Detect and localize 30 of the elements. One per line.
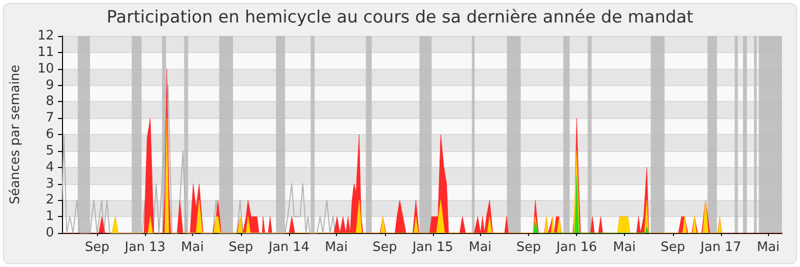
x-tick-label: Sep (660, 240, 686, 255)
x-tick-label: Sep (84, 240, 110, 255)
y-tick-label: 8 (46, 94, 54, 110)
y-axis-title: Séances par semaine (8, 64, 23, 204)
y-tick-label: 6 (46, 127, 54, 142)
y-tick-label: 4 (46, 160, 54, 175)
y-tick-label: 2 (46, 192, 54, 208)
x-tick-label: Mai (612, 240, 636, 255)
x-tick-label: Jan 15 (411, 240, 454, 255)
x-tick-label: Mai (468, 240, 492, 255)
x-tick-label: Sep (228, 240, 254, 255)
x-tick-label: Jan 17 (700, 240, 742, 255)
y-tick-label: 9 (46, 78, 54, 93)
chart-title: Participation en hemicycle au cours de sa dernière année de mandat (106, 8, 694, 28)
x-tick-label: Mai (181, 240, 204, 255)
y-tick-label: 0 (46, 226, 54, 240)
y-tick-label: 5 (46, 143, 54, 158)
x-tick-label: Jan 16 (555, 240, 598, 255)
y-tick-label: 12 (37, 28, 54, 44)
y-tick-label: 3 (46, 176, 54, 192)
y-tick-label: 11 (37, 44, 54, 60)
y-tick-label: 7 (46, 110, 54, 126)
x-tick-label: Sep (516, 240, 541, 255)
x-tick-label: Mai (756, 240, 780, 255)
x-tick-label: Mai (324, 240, 348, 255)
x-tick-label: Sep (372, 240, 398, 255)
x-tick-label: Jan 14 (268, 240, 310, 255)
x-tick-label: Jan 13 (124, 240, 166, 255)
y-tick-label: 10 (37, 61, 54, 76)
y-tick-label: 1 (46, 209, 54, 224)
